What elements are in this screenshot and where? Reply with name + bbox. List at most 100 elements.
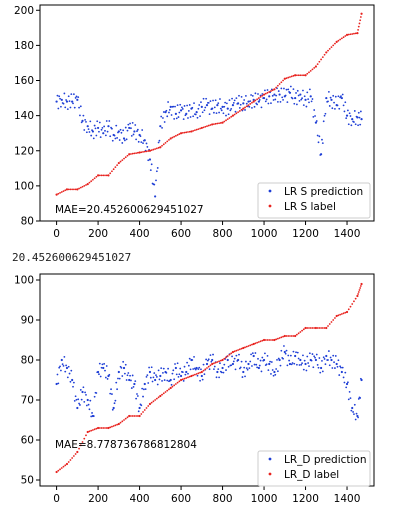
data-point xyxy=(60,105,62,108)
data-point xyxy=(279,364,282,367)
data-point xyxy=(329,356,332,359)
data-point xyxy=(244,360,247,363)
data-point xyxy=(181,132,184,134)
data-point xyxy=(262,338,266,342)
data-point xyxy=(102,174,105,177)
data-point xyxy=(322,356,325,359)
data-point xyxy=(247,362,250,366)
data-point xyxy=(66,108,69,111)
data-point xyxy=(92,429,94,431)
data-point xyxy=(203,109,206,112)
data-point xyxy=(174,366,177,370)
data-point xyxy=(157,146,160,149)
data-point xyxy=(136,393,138,395)
data-point xyxy=(280,336,283,339)
data-point xyxy=(330,46,333,49)
data-point xyxy=(232,101,235,104)
data-point xyxy=(259,94,262,97)
data-point xyxy=(69,459,72,461)
data-point xyxy=(134,380,137,383)
legend-entry: LR_D label xyxy=(284,469,339,481)
data-point xyxy=(332,94,335,97)
data-point xyxy=(73,399,76,402)
data-point xyxy=(72,102,74,105)
data-point xyxy=(181,371,184,374)
data-point xyxy=(288,362,292,366)
x-tick-label: 0 xyxy=(53,493,60,505)
data-point xyxy=(340,95,342,98)
data-point xyxy=(204,368,207,371)
y-tick-label: 100 xyxy=(14,180,34,192)
data-point xyxy=(88,430,91,433)
data-point xyxy=(243,99,246,101)
data-point xyxy=(268,339,271,341)
data-point xyxy=(111,425,113,428)
data-point xyxy=(195,366,198,370)
data-point xyxy=(147,382,150,384)
data-point xyxy=(96,370,100,374)
data-point xyxy=(307,362,310,364)
data-point xyxy=(355,412,358,415)
data-point xyxy=(123,139,126,142)
data-point xyxy=(247,104,250,106)
data-point xyxy=(195,373,198,375)
data-point xyxy=(331,107,334,110)
data-point xyxy=(169,378,172,382)
data-point xyxy=(162,117,164,119)
data-point xyxy=(202,363,205,366)
data-point xyxy=(206,367,208,369)
data-point xyxy=(271,94,274,97)
data-point xyxy=(179,378,183,382)
legend-marker xyxy=(268,457,272,461)
data-point xyxy=(197,128,200,130)
data-point xyxy=(159,394,162,398)
data-point xyxy=(283,350,286,354)
data-point xyxy=(252,342,255,346)
data-point xyxy=(66,376,69,379)
data-point xyxy=(273,88,276,91)
data-point xyxy=(98,174,101,177)
data-point xyxy=(327,100,329,103)
data-point xyxy=(78,447,80,450)
data-point xyxy=(347,123,350,126)
data-point xyxy=(317,141,320,144)
x-tick-label: 1400 xyxy=(334,493,361,505)
data-point xyxy=(209,354,212,357)
data-point xyxy=(142,411,144,413)
data-point xyxy=(129,122,131,125)
data-point xyxy=(168,109,171,111)
data-point xyxy=(155,179,157,182)
data-point xyxy=(202,369,205,372)
data-point xyxy=(136,415,139,417)
data-point xyxy=(179,367,182,370)
data-point xyxy=(237,102,240,105)
data-point xyxy=(246,368,249,371)
y-tick-label: 60 xyxy=(21,435,34,447)
data-point xyxy=(335,40,338,43)
x-tick-label: 1000 xyxy=(251,493,278,505)
data-point xyxy=(114,399,117,402)
data-point xyxy=(185,112,188,115)
data-point xyxy=(267,369,270,372)
data-point xyxy=(103,125,106,128)
data-point xyxy=(154,195,157,198)
data-point xyxy=(127,123,130,126)
data-point xyxy=(226,118,229,121)
data-point xyxy=(209,100,212,103)
data-point xyxy=(55,193,58,196)
data-point xyxy=(192,129,195,132)
series-label xyxy=(55,12,363,196)
data-point xyxy=(314,356,316,359)
data-point xyxy=(353,413,355,416)
data-point xyxy=(65,99,68,101)
data-point xyxy=(234,368,237,371)
data-point xyxy=(169,386,172,390)
data-point xyxy=(325,96,328,100)
data-point xyxy=(267,102,270,105)
legend-entry: LR S label xyxy=(284,201,336,213)
data-point xyxy=(191,359,194,361)
data-point xyxy=(302,74,305,77)
data-point xyxy=(285,349,288,352)
data-point xyxy=(79,389,82,391)
data-point xyxy=(251,343,253,346)
